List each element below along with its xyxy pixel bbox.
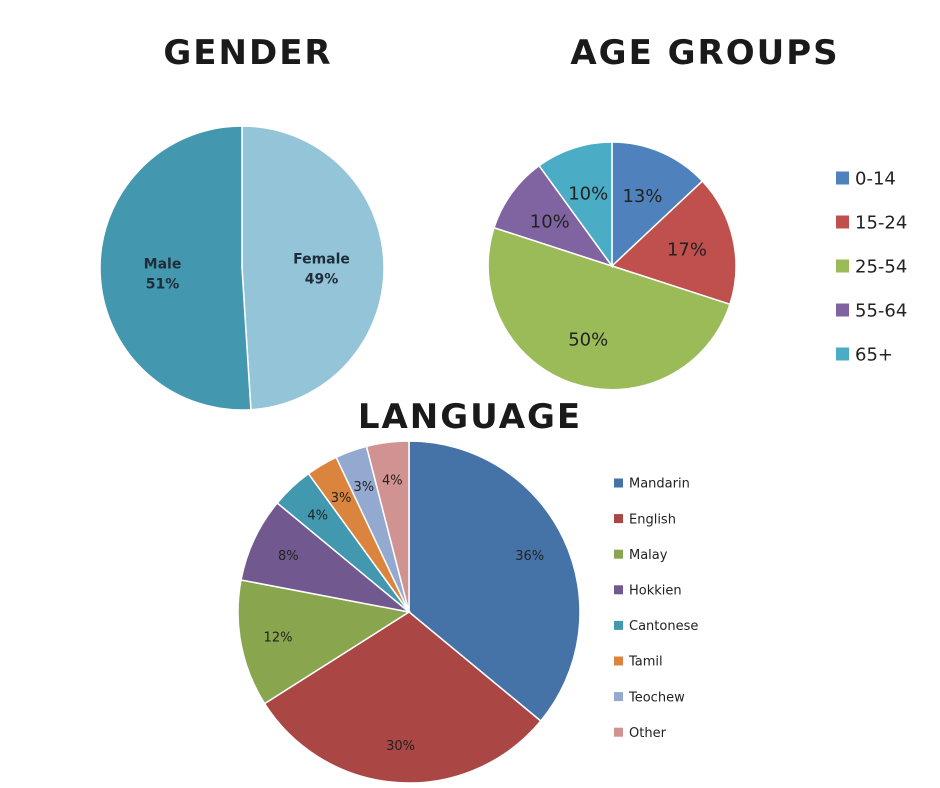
gender-category-label-female: Female <box>293 252 350 268</box>
language-data-label-other: 4% <box>382 473 403 488</box>
language-legend-label-malay: Malay <box>629 548 668 563</box>
gender-slice-female <box>241 125 385 411</box>
language-data-label-english: 30% <box>386 739 415 754</box>
age-groups-slice-25-54 <box>487 226 731 391</box>
gender-chart: GENDER Female 49% Male 51% <box>99 33 385 411</box>
age-groups-legend-label-0-14: 0-14 <box>855 168 896 189</box>
gender-slices: Female 49% Male 51% <box>99 125 385 411</box>
gender-data-label-male: 51% <box>146 277 180 293</box>
age-groups-data-label-25-54: 50% <box>568 330 608 351</box>
language-legend-label-cantonese: Cantonese <box>629 619 698 634</box>
language-legend-swatch-malay <box>614 549 623 559</box>
language-slice-other <box>365 440 410 613</box>
language-legend-label-english: English <box>629 512 676 527</box>
age-groups-slices: 13% 17% 50% 10% 10% <box>487 141 737 391</box>
age-groups-slice-15-24 <box>610 180 737 306</box>
language-legend-swatch-hokkien <box>614 585 623 595</box>
gender-category-label-male: Male <box>144 257 182 273</box>
age-groups-data-label-55-64: 10% <box>530 211 570 232</box>
age-groups-legend: 0-14 15-24 25-54 55-64 65+ <box>836 168 907 365</box>
language-slice-english <box>263 611 542 784</box>
language-legend-label-mandarin: Mandarin <box>629 477 690 492</box>
language-data-label-teochew: 3% <box>353 480 374 495</box>
language-slices: 36%30%12%8%4%3%3% 4% <box>237 440 581 784</box>
language-legend: Mandarin English Malay Hokkien Cantonese Tami… <box>614 477 698 741</box>
age-groups-slice-65 <box>538 141 613 269</box>
language-legend-label-other: Other <box>629 726 667 741</box>
age-groups-legend-swatch-15-24 <box>836 215 849 229</box>
language-slice-malay <box>237 579 412 705</box>
gender-data-label-female: 49% <box>305 272 339 288</box>
language-data-label-hokkien: 8% <box>278 549 299 564</box>
age-groups-legend-label-25-54: 25-54 <box>855 256 907 277</box>
language-legend-label-hokkien: Hokkien <box>629 583 682 598</box>
language-data-label-tamil: 3% <box>331 491 352 506</box>
age-groups-legend-label-15-24: 15-24 <box>855 212 907 233</box>
language-legend-swatch-teochew <box>614 692 623 702</box>
gender-slice-male <box>99 125 252 411</box>
gender-title: GENDER <box>163 33 332 73</box>
language-legend-label-tamil: Tamil <box>628 655 663 670</box>
age-groups-legend-swatch-65 <box>836 347 849 361</box>
language-data-label-malay: 12% <box>264 631 293 646</box>
language-chart: LANGUAGE 36%30%12%8%4%3%3% 4% MandarinEng… <box>237 397 698 784</box>
language-data-label-cantonese: 4% <box>307 509 328 524</box>
age-groups-data-label-15-24: 17% <box>667 240 707 261</box>
language-legend-swatch-mandarin <box>614 478 623 488</box>
language-data-label-mandarin: 36% <box>515 549 544 564</box>
language-slice-mandarin <box>408 440 581 723</box>
language-legend-swatch-other <box>614 727 623 737</box>
age-groups-title: AGE GROUPS <box>570 33 839 73</box>
age-groups-data-label-0-14: 13% <box>622 186 662 207</box>
age-groups-slice-55-64 <box>493 164 614 268</box>
language-title: LANGUAGE <box>358 397 582 437</box>
language-legend-swatch-tamil <box>614 656 623 666</box>
language-legend-swatch-cantonese <box>614 620 623 630</box>
age-groups-data-label-65: 10% <box>568 183 608 204</box>
language-legend-label-teochew: Teochew <box>628 690 685 705</box>
age-groups-legend-swatch-0-14 <box>836 171 849 185</box>
age-groups-legend-swatch-55-64 <box>836 303 849 317</box>
age-groups-chart: AGE GROUPS 13% 17% 50% 10% 10% 0-14 15-24 25-5… <box>487 33 907 391</box>
age-groups-legend-swatch-25-54 <box>836 259 849 273</box>
language-legend-swatch-english <box>614 514 623 524</box>
age-groups-legend-label-65: 65+ <box>855 344 893 365</box>
age-groups-slice-0-14 <box>611 141 704 268</box>
age-groups-legend-label-55-64: 55-64 <box>855 300 907 321</box>
